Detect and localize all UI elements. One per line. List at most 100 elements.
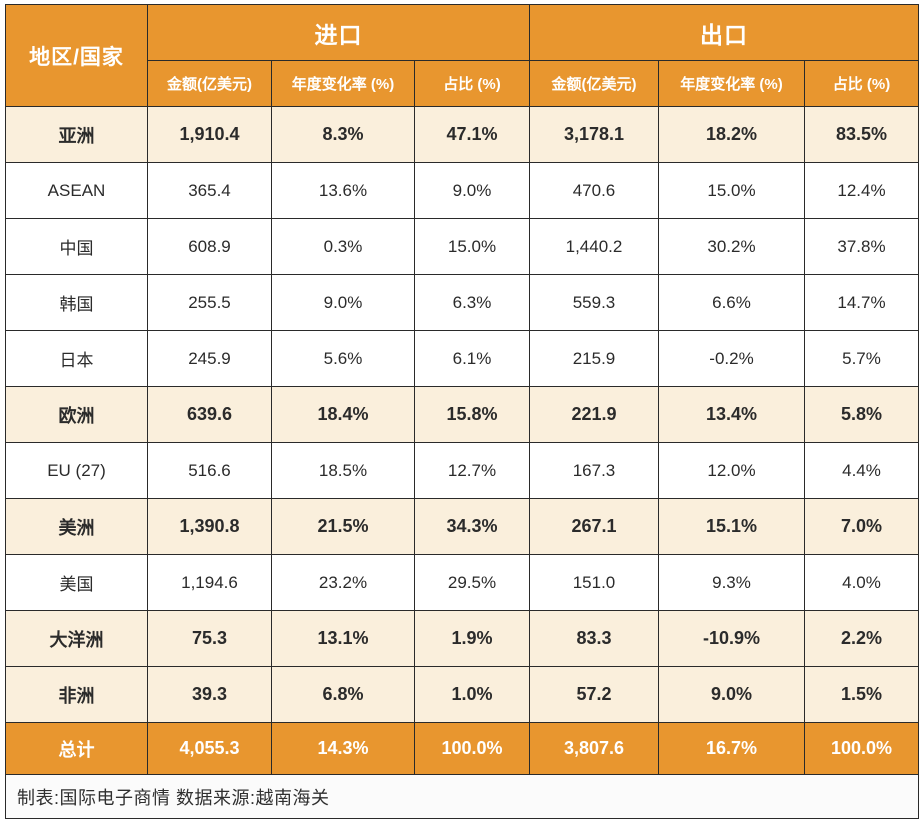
export-amount-header: 金额(亿美元) bbox=[529, 60, 659, 107]
import-amount-cell: 75.3 bbox=[147, 610, 272, 667]
import-amount-cell: 639.6 bbox=[147, 386, 272, 443]
import-amount-cell: 1,910.4 bbox=[147, 106, 272, 163]
export-amount-cell: 221.9 bbox=[529, 386, 659, 443]
export-amount-cell: 167.3 bbox=[529, 442, 659, 499]
table-row: 亚洲 1,910.4 8.3% 47.1% 3,178.1 18.2% 83.5% bbox=[5, 106, 919, 163]
export-change-header: 年度变化率 (%) bbox=[658, 60, 805, 107]
region-cell: 亚洲 bbox=[5, 106, 148, 163]
export-share-cell: 14.7% bbox=[804, 274, 919, 331]
import-share-cell: 34.3% bbox=[414, 498, 530, 555]
import-share-header: 占比 (%) bbox=[414, 60, 530, 107]
table-row: 美国 1,194.6 23.2% 29.5% 151.0 9.3% 4.0% bbox=[5, 554, 919, 611]
import-share-cell: 15.0% bbox=[414, 218, 530, 275]
import-share-cell: 15.8% bbox=[414, 386, 530, 443]
header-group-row: 地区/国家 进口 出口 bbox=[5, 4, 919, 107]
import-share-cell: 6.1% bbox=[414, 330, 530, 387]
export-amount-cell: 559.3 bbox=[529, 274, 659, 331]
export-share-cell: 1.5% bbox=[804, 666, 919, 723]
import-amount-cell: 1,390.8 bbox=[147, 498, 272, 555]
header-sub-row: 金额(亿美元) 年度变化率 (%) 占比 (%) 金额(亿美元) 年度变化率 (… bbox=[6, 60, 919, 107]
table-row: EU (27) 516.6 18.5% 12.7% 167.3 12.0% 4.4% bbox=[5, 442, 919, 499]
trade-table: 地区/国家 进口 出口 金额(亿美元) 年度变化率 (%) 占比 (%) 金额(… bbox=[5, 4, 919, 819]
region-cell: 韩国 bbox=[5, 274, 148, 331]
region-cell: EU (27) bbox=[5, 442, 148, 499]
region-cell: ASEAN bbox=[5, 162, 148, 219]
region-cell: 总计 bbox=[5, 722, 148, 775]
import-change-cell: 6.8% bbox=[271, 666, 415, 723]
import-amount-cell: 1,194.6 bbox=[147, 554, 272, 611]
table-row: 欧洲 639.6 18.4% 15.8% 221.9 13.4% 5.8% bbox=[5, 386, 919, 443]
region-cell: 美国 bbox=[5, 554, 148, 611]
import-amount-cell: 608.9 bbox=[147, 218, 272, 275]
region-country-header: 地区/国家 bbox=[5, 4, 148, 107]
import-amount-cell: 255.5 bbox=[147, 274, 272, 331]
import-change-cell: 5.6% bbox=[271, 330, 415, 387]
export-share-cell: 5.8% bbox=[804, 386, 919, 443]
export-change-cell: 6.6% bbox=[658, 274, 805, 331]
import-change-cell: 13.6% bbox=[271, 162, 415, 219]
region-cell: 中国 bbox=[5, 218, 148, 275]
export-amount-cell: 1,440.2 bbox=[529, 218, 659, 275]
export-amount-cell: 3,178.1 bbox=[529, 106, 659, 163]
import-share-cell: 6.3% bbox=[414, 274, 530, 331]
export-amount-cell: 470.6 bbox=[529, 162, 659, 219]
import-change-cell: 23.2% bbox=[271, 554, 415, 611]
source-note: 制表:国际电子商情 数据来源:越南海关 bbox=[5, 774, 919, 819]
import-share-cell: 29.5% bbox=[414, 554, 530, 611]
import-share-cell: 12.7% bbox=[414, 442, 530, 499]
export-share-header: 占比 (%) bbox=[804, 60, 919, 107]
export-share-cell: 12.4% bbox=[804, 162, 919, 219]
import-amount-cell: 4,055.3 bbox=[147, 722, 272, 775]
export-change-cell: 13.4% bbox=[658, 386, 805, 443]
export-amount-cell: 151.0 bbox=[529, 554, 659, 611]
export-change-cell: 12.0% bbox=[658, 442, 805, 499]
export-share-cell: 7.0% bbox=[804, 498, 919, 555]
import-change-cell: 0.3% bbox=[271, 218, 415, 275]
import-amount-cell: 39.3 bbox=[147, 666, 272, 723]
import-share-cell: 100.0% bbox=[414, 722, 530, 775]
table-row: 日本 245.9 5.6% 6.1% 215.9 -0.2% 5.7% bbox=[5, 330, 919, 387]
export-change-cell: 9.0% bbox=[658, 666, 805, 723]
region-cell: 非洲 bbox=[5, 666, 148, 723]
import-amount-cell: 516.6 bbox=[147, 442, 272, 499]
export-amount-cell: 57.2 bbox=[529, 666, 659, 723]
import-change-cell: 18.5% bbox=[271, 442, 415, 499]
import-share-cell: 47.1% bbox=[414, 106, 530, 163]
export-amount-cell: 215.9 bbox=[529, 330, 659, 387]
import-change-cell: 18.4% bbox=[271, 386, 415, 443]
total-row: 总计 4,055.3 14.3% 100.0% 3,807.6 16.7% 100.0% bbox=[5, 722, 919, 775]
import-amount-header: 金额(亿美元) bbox=[147, 60, 272, 107]
region-cell: 美洲 bbox=[5, 498, 148, 555]
import-amount-cell: 365.4 bbox=[147, 162, 272, 219]
import-change-cell: 8.3% bbox=[271, 106, 415, 163]
export-share-cell: 83.5% bbox=[804, 106, 919, 163]
import-share-cell: 1.9% bbox=[414, 610, 530, 667]
export-change-cell: 9.3% bbox=[658, 554, 805, 611]
region-cell: 大洋洲 bbox=[5, 610, 148, 667]
import-change-cell: 13.1% bbox=[271, 610, 415, 667]
export-change-cell: 18.2% bbox=[658, 106, 805, 163]
import-change-cell: 14.3% bbox=[271, 722, 415, 775]
export-share-cell: 37.8% bbox=[804, 218, 919, 275]
import-share-cell: 9.0% bbox=[414, 162, 530, 219]
export-share-cell: 5.7% bbox=[804, 330, 919, 387]
table-row: ASEAN 365.4 13.6% 9.0% 470.6 15.0% 12.4% bbox=[5, 162, 919, 219]
export-amount-cell: 267.1 bbox=[529, 498, 659, 555]
region-cell: 日本 bbox=[5, 330, 148, 387]
import-amount-cell: 245.9 bbox=[147, 330, 272, 387]
export-change-cell: 16.7% bbox=[658, 722, 805, 775]
export-change-cell: -10.9% bbox=[658, 610, 805, 667]
import-change-header: 年度变化率 (%) bbox=[271, 60, 415, 107]
table-row: 美洲 1,390.8 21.5% 34.3% 267.1 15.1% 7.0% bbox=[5, 498, 919, 555]
export-amount-cell: 83.3 bbox=[529, 610, 659, 667]
table-row: 韩国 255.5 9.0% 6.3% 559.3 6.6% 14.7% bbox=[5, 274, 919, 331]
export-change-cell: 15.1% bbox=[658, 498, 805, 555]
export-share-cell: 100.0% bbox=[804, 722, 919, 775]
export-change-cell: 30.2% bbox=[658, 218, 805, 275]
export-change-cell: -0.2% bbox=[658, 330, 805, 387]
export-group-header: 出口 bbox=[529, 4, 919, 61]
region-cell: 欧洲 bbox=[5, 386, 148, 443]
table-row: 大洋洲 75.3 13.1% 1.9% 83.3 -10.9% 2.2% bbox=[5, 610, 919, 667]
import-change-cell: 9.0% bbox=[271, 274, 415, 331]
